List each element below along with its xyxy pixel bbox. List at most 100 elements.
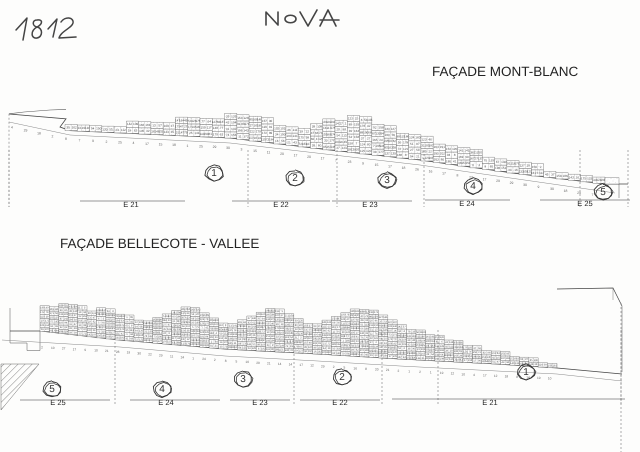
- svg-text:106: 106: [336, 339, 341, 342]
- svg-text:138: 138: [285, 349, 290, 352]
- svg-text:174: 174: [491, 352, 496, 355]
- svg-text:19: 19: [440, 371, 444, 375]
- svg-text:92: 92: [373, 125, 377, 129]
- svg-text:108: 108: [440, 358, 445, 361]
- svg-text:109: 109: [289, 315, 294, 318]
- svg-text:154: 154: [181, 329, 186, 332]
- svg-text:10: 10: [51, 346, 55, 350]
- svg-text:123: 123: [421, 137, 426, 141]
- svg-text:28: 28: [116, 350, 120, 354]
- svg-text:21: 21: [386, 368, 390, 372]
- svg-text:19: 19: [537, 376, 541, 380]
- svg-text:27: 27: [367, 136, 371, 140]
- svg-text:94: 94: [91, 127, 95, 131]
- svg-text:188: 188: [397, 153, 402, 157]
- svg-text:143: 143: [569, 175, 574, 179]
- svg-text:14: 14: [289, 363, 293, 367]
- svg-text:2: 2: [419, 370, 421, 374]
- svg-text:102: 102: [209, 336, 214, 339]
- svg-text:167: 167: [186, 325, 191, 328]
- svg-text:172: 172: [262, 131, 267, 135]
- svg-text:138: 138: [73, 310, 78, 313]
- svg-text:22: 22: [148, 353, 152, 357]
- svg-text:143: 143: [164, 130, 169, 134]
- svg-text:39: 39: [226, 114, 230, 118]
- svg-text:108: 108: [317, 125, 322, 129]
- svg-text:6: 6: [361, 118, 363, 122]
- svg-text:150: 150: [200, 126, 205, 130]
- svg-text:195: 195: [308, 350, 313, 353]
- svg-text:136: 136: [367, 118, 372, 122]
- svg-text:4: 4: [473, 373, 475, 377]
- svg-text:E 22: E 22: [273, 200, 288, 209]
- svg-text:178: 178: [360, 124, 365, 128]
- svg-text:165: 165: [372, 138, 377, 142]
- svg-text:139: 139: [336, 352, 341, 355]
- svg-text:7: 7: [356, 141, 358, 145]
- svg-text:165: 165: [228, 329, 233, 332]
- svg-text:190: 190: [242, 338, 247, 341]
- svg-text:158: 158: [354, 135, 359, 139]
- svg-text:19: 19: [127, 351, 131, 355]
- svg-text:2: 2: [333, 365, 335, 369]
- svg-text:26: 26: [356, 147, 360, 151]
- svg-text:29: 29: [577, 191, 581, 195]
- svg-text:17: 17: [483, 373, 487, 377]
- svg-text:39: 39: [349, 129, 353, 133]
- svg-text:191: 191: [440, 145, 445, 149]
- svg-text:17: 17: [73, 347, 77, 351]
- svg-text:50: 50: [398, 141, 402, 145]
- svg-text:193: 193: [350, 336, 355, 339]
- svg-text:120: 120: [299, 320, 304, 323]
- svg-text:3: 3: [240, 374, 246, 385]
- svg-text:102: 102: [72, 126, 77, 130]
- svg-text:43: 43: [293, 140, 297, 144]
- svg-text:199: 199: [40, 307, 45, 310]
- svg-text:185: 185: [468, 346, 473, 349]
- svg-text:122: 122: [348, 116, 353, 120]
- svg-text:5: 5: [236, 360, 238, 364]
- svg-text:22: 22: [428, 150, 432, 154]
- svg-text:23: 23: [348, 160, 352, 164]
- svg-text:17: 17: [442, 171, 446, 175]
- svg-text:39: 39: [66, 126, 70, 130]
- svg-text:111: 111: [266, 348, 270, 351]
- svg-text:100: 100: [275, 314, 280, 317]
- svg-text:17: 17: [299, 363, 303, 367]
- svg-text:126: 126: [270, 335, 275, 338]
- svg-text:34: 34: [508, 168, 512, 172]
- svg-text:101: 101: [280, 126, 285, 130]
- svg-text:173: 173: [289, 323, 294, 326]
- svg-text:1: 1: [192, 356, 194, 360]
- svg-text:141: 141: [458, 149, 463, 153]
- svg-text:129: 129: [489, 158, 494, 162]
- svg-text:106: 106: [261, 343, 266, 346]
- svg-text:122: 122: [327, 321, 332, 324]
- svg-text:121: 121: [403, 147, 408, 151]
- svg-text:54: 54: [349, 135, 353, 139]
- svg-text:2: 2: [540, 165, 542, 169]
- svg-text:162: 162: [139, 123, 144, 127]
- svg-text:64: 64: [207, 119, 211, 123]
- svg-text:E 25: E 25: [50, 398, 65, 407]
- svg-text:67: 67: [496, 160, 500, 164]
- svg-text:110: 110: [40, 315, 45, 318]
- svg-text:179: 179: [256, 130, 261, 134]
- svg-text:156: 156: [532, 165, 537, 169]
- svg-text:94: 94: [380, 132, 384, 136]
- svg-text:30: 30: [523, 183, 527, 187]
- svg-text:FAÇADE BELLECOTE - VALLEE: FAÇADE BELLECOTE - VALLEE: [60, 236, 259, 251]
- svg-text:171: 171: [374, 311, 379, 314]
- svg-text:130: 130: [487, 356, 492, 359]
- svg-text:163: 163: [454, 354, 459, 357]
- svg-text:11: 11: [170, 354, 174, 358]
- svg-text:137: 137: [520, 163, 525, 167]
- svg-text:120: 120: [452, 147, 457, 151]
- svg-text:18: 18: [564, 189, 568, 193]
- svg-text:25: 25: [118, 141, 122, 145]
- svg-text:9: 9: [538, 185, 540, 189]
- svg-text:FAÇADE MONT-BLANC: FAÇADE MONT-BLANC: [432, 64, 579, 79]
- svg-text:98: 98: [306, 136, 310, 140]
- svg-text:57: 57: [158, 123, 162, 127]
- svg-text:E 22: E 22: [332, 398, 347, 407]
